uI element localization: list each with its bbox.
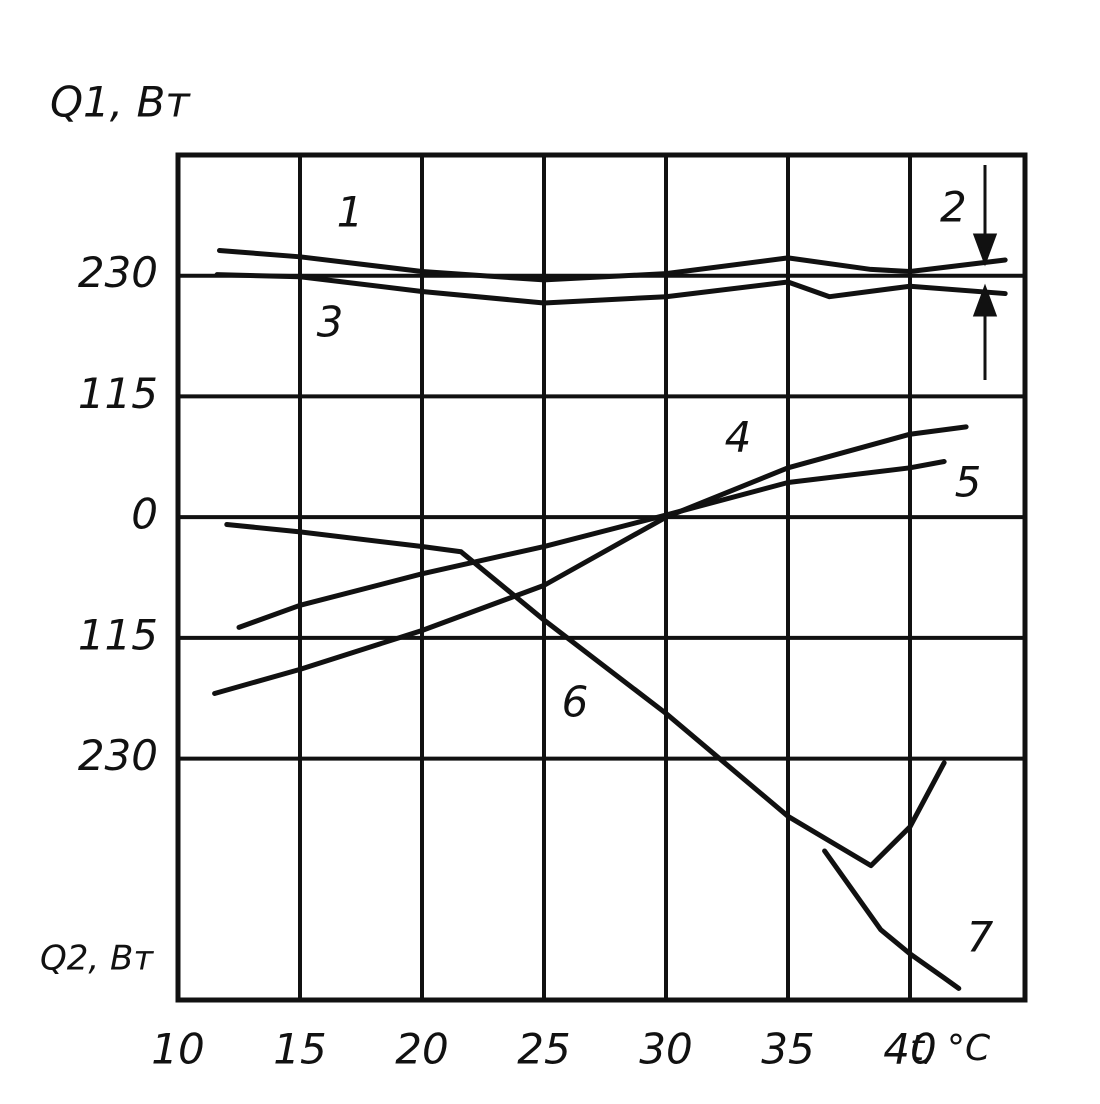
y-axis-label: Q1, Вт	[50, 78, 191, 127]
series-label: 3	[317, 298, 344, 347]
line-series	[212, 424, 969, 696]
x-tick-label: 10	[151, 1025, 204, 1074]
line-series	[216, 248, 1008, 283]
series-label: 6	[562, 678, 589, 727]
gap-arrows	[972, 165, 998, 380]
y-tick-label: 115	[78, 369, 158, 418]
y-tick-label: 230	[78, 731, 158, 780]
y-tick-label: 115	[78, 610, 158, 659]
series-label: 4	[725, 413, 752, 462]
x-tick-label: 40	[883, 1025, 936, 1074]
line-series	[236, 459, 947, 630]
line-series	[224, 521, 947, 869]
x-tick-label: 20	[395, 1025, 448, 1074]
series-label: 1	[337, 188, 364, 237]
y-axis-label-2: Q2, Вт	[40, 939, 154, 979]
x-axis-label: t, °C	[910, 1028, 991, 1069]
series-label: 7	[967, 913, 994, 962]
x-tick-label: 35	[761, 1025, 814, 1074]
y-tick-label: 230	[78, 248, 158, 297]
line-series	[822, 848, 962, 991]
series-label: 5	[955, 458, 982, 507]
x-tick-label: 25	[517, 1025, 570, 1074]
line-series	[214, 272, 1008, 306]
x-tick-label: 15	[273, 1025, 326, 1074]
x-tick-label: 30	[639, 1025, 692, 1074]
annotation: 2	[940, 183, 967, 232]
plot-frame	[175, 152, 1028, 1003]
y-tick-label: 0	[131, 490, 158, 539]
